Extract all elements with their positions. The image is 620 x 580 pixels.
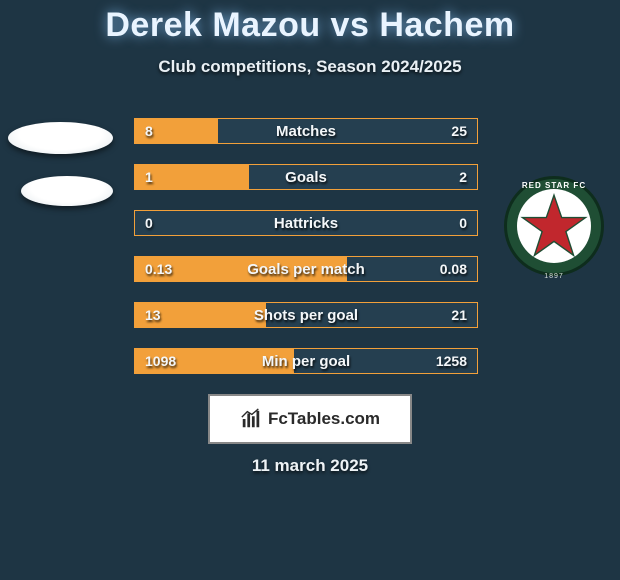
avatar-placeholder-icon bbox=[8, 122, 113, 154]
watermark: FcTables.com bbox=[208, 394, 412, 444]
avatar-placeholder-icon bbox=[21, 176, 113, 206]
bar-value-left: 1098 bbox=[135, 349, 186, 373]
stat-bar: 10981258Min per goal bbox=[134, 348, 478, 374]
stat-bar: 825Matches bbox=[134, 118, 478, 144]
subtitle: Club competitions, Season 2024/2025 bbox=[0, 57, 620, 77]
stat-bar: 0.130.08Goals per match bbox=[134, 256, 478, 282]
bar-value-left: 0 bbox=[135, 211, 163, 235]
star-icon bbox=[519, 191, 589, 261]
bar-value-left: 13 bbox=[135, 303, 171, 327]
player-left-avatar bbox=[8, 104, 113, 209]
bar-label: Hattricks bbox=[135, 211, 477, 235]
bar-value-right: 21 bbox=[441, 303, 477, 327]
stat-bar: 0 0Hattricks bbox=[134, 210, 478, 236]
bar-value-right: 1258 bbox=[426, 349, 477, 373]
watermark-text: FcTables.com bbox=[268, 409, 380, 429]
bar-value-left: 0.13 bbox=[135, 257, 182, 281]
date-label: 11 march 2025 bbox=[0, 456, 620, 476]
stat-bars: 825Matches12Goals00Hattricks0.130.08Goal… bbox=[134, 118, 478, 394]
bar-value-right: 0.08 bbox=[430, 257, 477, 281]
crest-year: 1897 bbox=[544, 273, 564, 280]
club-crest-icon: RED STAR FC 1897 bbox=[504, 176, 604, 276]
bar-value-left: 8 bbox=[135, 119, 163, 143]
bar-value-left: 1 bbox=[135, 165, 163, 189]
page-title: Derek Mazou vs Hachem bbox=[0, 0, 620, 45]
bar-value-right: 25 bbox=[441, 119, 477, 143]
bars-chart-icon bbox=[240, 408, 262, 430]
bar-value-right: 0 bbox=[449, 211, 477, 235]
player-right-crest: RED STAR FC 1897 bbox=[504, 176, 609, 281]
bar-value-right: 2 bbox=[449, 165, 477, 189]
stat-bar: 1321Shots per goal bbox=[134, 302, 478, 328]
stat-bar: 12Goals bbox=[134, 164, 478, 190]
